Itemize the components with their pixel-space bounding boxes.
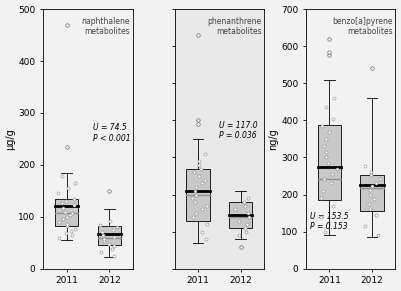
Text: benzo[a]pyrene
metabolites: benzo[a]pyrene metabolites xyxy=(332,17,393,36)
Y-axis label: μg/g: μg/g xyxy=(6,128,16,150)
Bar xyxy=(186,168,210,221)
Bar xyxy=(97,226,121,245)
Text: U = 74.5
P < 0.001: U = 74.5 P < 0.001 xyxy=(93,123,131,143)
Text: phenanthrene
metabolites: phenanthrene metabolites xyxy=(207,17,261,36)
Text: U = 117.0
P = 0.036: U = 117.0 P = 0.036 xyxy=(219,121,258,140)
Bar xyxy=(55,199,78,226)
Text: naphthalene
metabolites: naphthalene metabolites xyxy=(81,17,130,36)
Bar xyxy=(229,202,252,228)
Text: U = 153.5
P = 0.153: U = 153.5 P = 0.153 xyxy=(310,212,349,231)
Y-axis label: ng/g: ng/g xyxy=(268,128,278,150)
Bar xyxy=(318,125,341,200)
Bar xyxy=(360,175,384,211)
